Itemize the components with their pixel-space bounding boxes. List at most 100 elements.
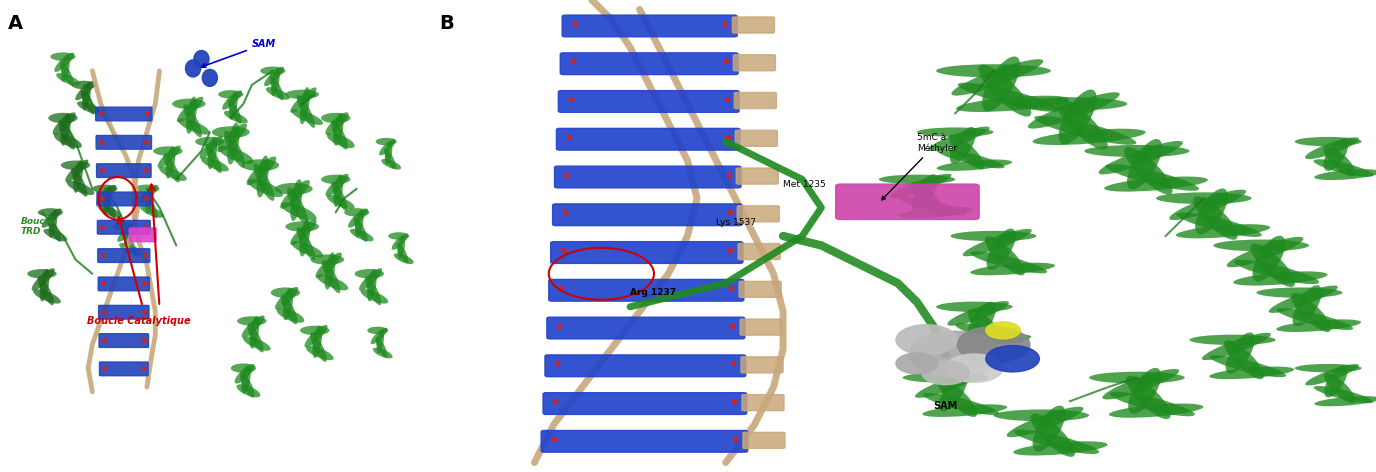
Ellipse shape bbox=[241, 159, 279, 171]
Ellipse shape bbox=[938, 370, 967, 412]
Ellipse shape bbox=[292, 109, 323, 125]
FancyBboxPatch shape bbox=[553, 204, 742, 226]
Ellipse shape bbox=[96, 185, 116, 204]
Ellipse shape bbox=[916, 127, 993, 137]
Ellipse shape bbox=[77, 101, 100, 114]
Ellipse shape bbox=[237, 316, 267, 326]
Ellipse shape bbox=[37, 276, 54, 305]
Ellipse shape bbox=[1233, 271, 1328, 286]
Ellipse shape bbox=[300, 326, 329, 335]
Ellipse shape bbox=[392, 234, 409, 250]
Ellipse shape bbox=[290, 87, 316, 113]
Ellipse shape bbox=[377, 330, 384, 354]
Ellipse shape bbox=[956, 96, 1069, 112]
Ellipse shape bbox=[59, 61, 74, 86]
Ellipse shape bbox=[37, 208, 63, 217]
Ellipse shape bbox=[237, 384, 260, 397]
Ellipse shape bbox=[326, 174, 348, 196]
Ellipse shape bbox=[158, 145, 180, 168]
Ellipse shape bbox=[350, 229, 374, 241]
Ellipse shape bbox=[253, 164, 274, 201]
Ellipse shape bbox=[285, 221, 319, 232]
Ellipse shape bbox=[958, 83, 1060, 112]
Ellipse shape bbox=[1251, 244, 1295, 287]
Ellipse shape bbox=[52, 112, 76, 135]
Ellipse shape bbox=[398, 236, 405, 259]
FancyBboxPatch shape bbox=[559, 91, 739, 112]
FancyBboxPatch shape bbox=[563, 15, 738, 37]
FancyBboxPatch shape bbox=[742, 395, 784, 411]
Ellipse shape bbox=[200, 136, 223, 159]
Ellipse shape bbox=[33, 289, 61, 303]
Circle shape bbox=[985, 322, 1020, 339]
FancyBboxPatch shape bbox=[96, 192, 150, 206]
Ellipse shape bbox=[312, 325, 322, 358]
Ellipse shape bbox=[61, 160, 91, 170]
Ellipse shape bbox=[1013, 441, 1108, 455]
Ellipse shape bbox=[381, 159, 400, 169]
Ellipse shape bbox=[138, 185, 158, 204]
Ellipse shape bbox=[140, 205, 164, 218]
Circle shape bbox=[958, 327, 1029, 362]
Ellipse shape bbox=[388, 232, 409, 240]
Ellipse shape bbox=[205, 144, 222, 173]
Ellipse shape bbox=[1109, 392, 1194, 416]
Ellipse shape bbox=[951, 231, 1036, 241]
Ellipse shape bbox=[1234, 260, 1320, 284]
Circle shape bbox=[896, 325, 958, 355]
Text: SAM: SAM bbox=[933, 401, 958, 411]
Ellipse shape bbox=[1128, 368, 1161, 414]
Text: SAM: SAM bbox=[202, 39, 277, 67]
Ellipse shape bbox=[365, 276, 381, 305]
FancyBboxPatch shape bbox=[96, 107, 151, 121]
Ellipse shape bbox=[72, 168, 88, 197]
Ellipse shape bbox=[327, 133, 355, 148]
Ellipse shape bbox=[102, 194, 116, 218]
Ellipse shape bbox=[949, 127, 976, 164]
FancyBboxPatch shape bbox=[96, 164, 151, 177]
FancyBboxPatch shape bbox=[740, 319, 782, 335]
Ellipse shape bbox=[178, 118, 209, 135]
Ellipse shape bbox=[144, 186, 154, 214]
Ellipse shape bbox=[297, 95, 315, 128]
Ellipse shape bbox=[1090, 372, 1185, 383]
FancyBboxPatch shape bbox=[96, 135, 151, 149]
FancyBboxPatch shape bbox=[738, 244, 780, 260]
FancyBboxPatch shape bbox=[99, 305, 149, 319]
Ellipse shape bbox=[1252, 236, 1285, 282]
Ellipse shape bbox=[1028, 92, 1120, 129]
Ellipse shape bbox=[1007, 407, 1083, 437]
Ellipse shape bbox=[956, 334, 1031, 346]
Ellipse shape bbox=[1176, 224, 1270, 238]
Ellipse shape bbox=[311, 254, 344, 265]
Ellipse shape bbox=[300, 87, 310, 124]
Ellipse shape bbox=[217, 146, 253, 164]
FancyBboxPatch shape bbox=[549, 279, 744, 301]
Ellipse shape bbox=[316, 274, 348, 290]
Ellipse shape bbox=[325, 253, 336, 289]
Ellipse shape bbox=[332, 182, 348, 211]
Ellipse shape bbox=[143, 194, 158, 218]
FancyBboxPatch shape bbox=[738, 206, 779, 222]
Ellipse shape bbox=[937, 378, 977, 417]
Ellipse shape bbox=[1256, 287, 1343, 298]
Ellipse shape bbox=[915, 371, 984, 398]
Ellipse shape bbox=[285, 90, 319, 99]
Ellipse shape bbox=[72, 81, 96, 89]
Ellipse shape bbox=[1277, 308, 1353, 330]
Ellipse shape bbox=[911, 174, 937, 211]
FancyBboxPatch shape bbox=[736, 168, 779, 184]
Ellipse shape bbox=[949, 135, 985, 169]
Ellipse shape bbox=[359, 268, 383, 291]
Ellipse shape bbox=[271, 68, 279, 96]
Ellipse shape bbox=[160, 167, 187, 181]
Ellipse shape bbox=[153, 146, 183, 156]
Ellipse shape bbox=[65, 160, 88, 182]
Ellipse shape bbox=[122, 231, 136, 256]
Ellipse shape bbox=[271, 287, 300, 298]
Ellipse shape bbox=[1276, 320, 1361, 332]
FancyBboxPatch shape bbox=[544, 393, 747, 414]
Ellipse shape bbox=[1102, 369, 1179, 399]
FancyBboxPatch shape bbox=[733, 55, 776, 71]
Ellipse shape bbox=[1295, 364, 1362, 372]
